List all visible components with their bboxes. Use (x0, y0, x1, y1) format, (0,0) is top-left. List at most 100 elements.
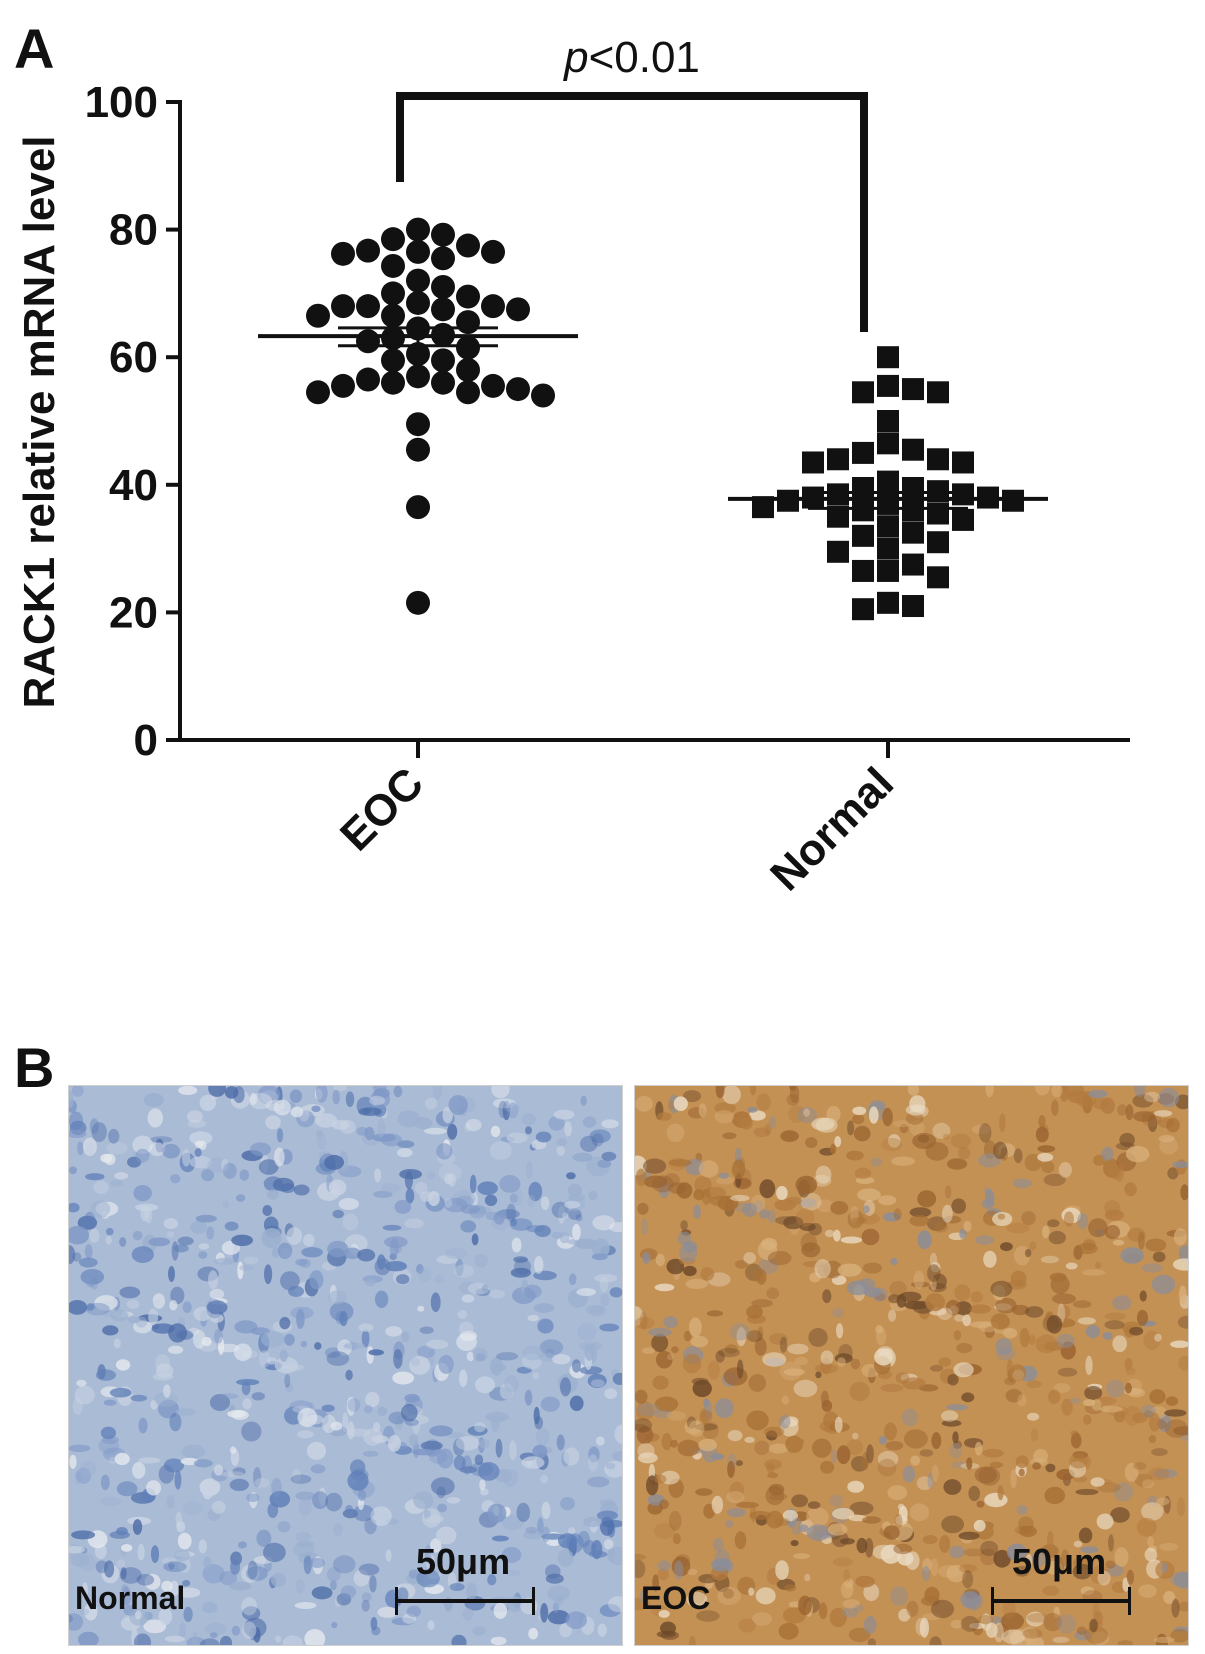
cell-texture (397, 1140, 415, 1148)
cell-texture (394, 1415, 403, 1430)
cell-texture (210, 1313, 224, 1323)
cell-texture (510, 1218, 518, 1227)
data-point-circle (306, 380, 330, 405)
cell-texture (949, 1442, 962, 1459)
cell-texture (471, 1233, 479, 1246)
cell-texture (799, 1222, 816, 1232)
cell-texture (1158, 1134, 1175, 1143)
cell-texture (1101, 1146, 1114, 1161)
bracket-line (396, 92, 868, 332)
cell-texture (542, 1526, 550, 1543)
cell-texture (836, 1323, 844, 1339)
cell-texture (488, 1289, 505, 1299)
cell-texture (899, 1123, 909, 1134)
cell-texture (799, 1524, 809, 1533)
data-point-circle (356, 367, 380, 392)
cell-texture (1154, 1333, 1162, 1342)
cell-texture (888, 1309, 897, 1322)
cell-texture (402, 1613, 417, 1624)
cell-texture (1077, 1212, 1089, 1230)
cell-texture (1061, 1398, 1073, 1416)
cell-texture (377, 1118, 386, 1138)
cell-texture (818, 1602, 828, 1620)
cell-texture (362, 1450, 379, 1457)
cell-texture (714, 1110, 735, 1124)
cell-texture (455, 1258, 464, 1277)
cell-texture (695, 1488, 713, 1496)
cell-texture (289, 1089, 302, 1103)
cell-texture (374, 1290, 389, 1308)
cell-texture (241, 1564, 260, 1583)
cell-texture (218, 1393, 239, 1400)
cell-texture (1021, 1211, 1036, 1226)
cell-texture (69, 1090, 74, 1108)
cell-texture (950, 1619, 963, 1629)
cell-texture (862, 1205, 870, 1214)
cell-texture (1001, 1629, 1026, 1644)
cell-texture (846, 1150, 864, 1161)
cell-texture (764, 1123, 772, 1136)
cell-texture (1167, 1167, 1179, 1180)
cell-texture (1158, 1087, 1180, 1108)
cell-texture (642, 1347, 655, 1354)
cell-texture (186, 1110, 203, 1123)
cell-texture (588, 1190, 598, 1201)
cell-texture (957, 1146, 971, 1160)
cell-texture (1072, 1563, 1092, 1580)
cell-texture (241, 1621, 257, 1639)
cell-texture (458, 1321, 474, 1337)
cell-texture (262, 1205, 273, 1216)
cell-texture (723, 1588, 734, 1599)
cell-texture (1052, 1293, 1076, 1305)
cell-texture (635, 1597, 650, 1611)
cell-texture (962, 1570, 974, 1589)
cell-texture (687, 1568, 698, 1576)
cell-texture (984, 1492, 1008, 1508)
cell-texture (829, 1607, 847, 1628)
cell-texture (455, 1435, 480, 1451)
cell-texture (526, 1225, 545, 1233)
dot-plot: 0 20 40 60 80 100 RACK1 relative mRNA level EOC… (15, 33, 1130, 900)
cell-texture (505, 1569, 521, 1577)
cell-texture (1180, 1184, 1188, 1201)
micrograph-normal: Normal 50μm (68, 1085, 623, 1646)
data-point-square (877, 374, 899, 397)
cell-texture (854, 1604, 865, 1613)
cell-texture (1142, 1479, 1154, 1489)
cell-texture (679, 1243, 698, 1263)
cell-texture (930, 1277, 937, 1291)
cell-texture (680, 1220, 688, 1231)
cell-texture (389, 1238, 399, 1258)
cell-texture (1018, 1468, 1025, 1477)
cell-texture (361, 1329, 370, 1348)
data-point-circle (406, 412, 430, 437)
cell-texture (78, 1257, 98, 1268)
cell-texture (548, 1115, 565, 1131)
cell-texture (1141, 1263, 1163, 1273)
cell-texture (306, 1441, 327, 1460)
cell-texture (1147, 1536, 1154, 1547)
cell-texture (358, 1489, 366, 1501)
cell-texture (997, 1213, 1006, 1220)
panel-label-b: B (14, 1036, 55, 1099)
cell-texture (724, 1519, 734, 1528)
cell-texture (466, 1351, 475, 1362)
cell-texture (1053, 1606, 1060, 1618)
cell-texture (946, 1404, 969, 1411)
data-point-circle (406, 437, 430, 462)
data-point-square (877, 410, 899, 432)
cell-texture (1088, 1089, 1108, 1099)
cell-texture (1173, 1228, 1187, 1246)
cell-texture (177, 1587, 201, 1598)
cell-texture (374, 1168, 382, 1183)
cell-texture (1075, 1488, 1099, 1496)
cell-texture (148, 1237, 171, 1247)
cell-texture (182, 1149, 191, 1167)
cell-texture (181, 1444, 206, 1459)
cell-texture (930, 1599, 955, 1619)
cell-texture (599, 1604, 621, 1617)
cell-texture (1061, 1549, 1070, 1567)
cell-texture (855, 1575, 875, 1588)
cell-texture (95, 1369, 116, 1381)
data-point-square (927, 502, 949, 525)
